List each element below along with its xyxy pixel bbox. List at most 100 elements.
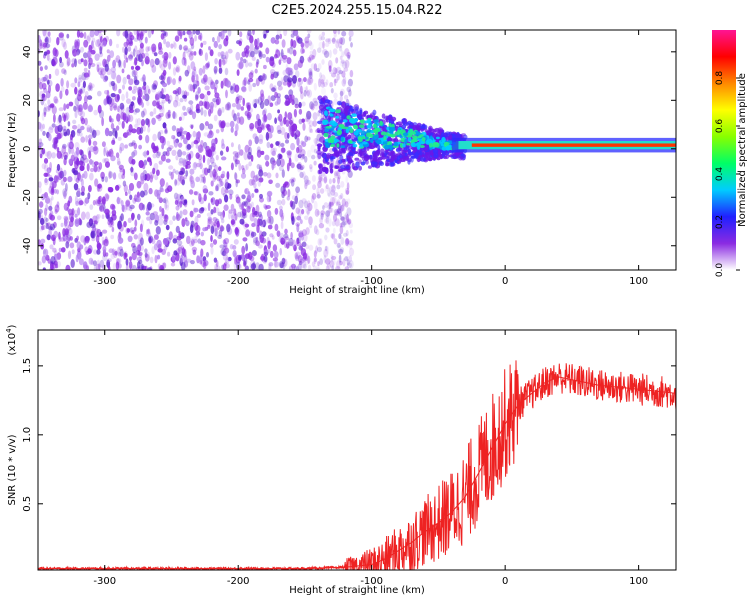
spectrogram-noise-cell <box>237 211 242 218</box>
spectrogram-noise-cell <box>133 70 138 76</box>
spectrogram-core-cell <box>358 124 365 129</box>
spectrogram-transition-cell <box>333 165 338 169</box>
spectrogram-noise-cell <box>282 258 288 267</box>
spectrogram-noise-cell <box>307 33 311 39</box>
spectrogram-noise-cell <box>87 146 91 156</box>
spectrogram-core-cell <box>335 109 341 114</box>
spectrogram-noise-cell <box>114 94 120 103</box>
spectrogram-noise-cell <box>121 204 128 213</box>
spectrogram-noise-cell <box>152 100 157 107</box>
spectrogram-noise-cell <box>220 226 225 232</box>
spectrogram-noise-cell <box>292 40 297 49</box>
spectrogram-noise-cell <box>158 42 162 50</box>
spectrogram-core-cell <box>323 132 329 138</box>
spectrogram-noise-cell <box>139 203 143 212</box>
spectrogram-noise-cell <box>325 38 331 43</box>
spectrogram-noise-cell <box>102 254 108 261</box>
spectrogram-noise-cell <box>207 123 214 130</box>
spectrogram-noise-cell <box>335 209 340 215</box>
spectrogram-noise-cell <box>93 260 97 267</box>
spectrogram-noise-cell <box>61 68 67 74</box>
spectrogram-noise-cell <box>80 46 84 53</box>
spectrogram-noise-cell <box>242 58 247 64</box>
spectrogram-noise-cell <box>41 224 46 231</box>
spectrogram-noise-cell <box>236 112 240 117</box>
spectrogram-noise-cell <box>146 100 150 107</box>
spectrogram-noise-cell <box>238 201 242 208</box>
spectrogram-noise-cell <box>138 92 141 97</box>
spectrogram-noise-cell <box>263 249 269 256</box>
spectrogram-transition-cell <box>345 136 349 141</box>
spectrogram-noise-cell <box>252 30 255 36</box>
spectrogram-noise-cell <box>272 257 279 262</box>
spectrogram-noise-cell <box>315 229 320 236</box>
spectrogram-noise-cell <box>243 202 248 207</box>
spectrogram-noise-cell <box>288 94 293 104</box>
spectrogram-noise-cell <box>62 125 67 131</box>
spectrogram-transition-cell <box>340 164 346 170</box>
spectrogram-noise-cell <box>342 258 346 267</box>
spectrogram-transition-cell <box>403 147 408 151</box>
spectrogram-noise-cell <box>43 51 48 56</box>
spectrogram-noise-cell <box>131 69 136 78</box>
colorbar-label: Normalized spectral amplitude <box>737 73 748 227</box>
spectrogram-noise-cell <box>68 208 73 216</box>
spectrogram-noise-cell <box>324 185 328 192</box>
spectrogram-noise-cell <box>274 101 279 106</box>
spectrogram-noise-cell <box>78 200 84 206</box>
spectrogram-transition-cell <box>344 110 348 116</box>
spectrogram-noise-cell <box>38 239 41 246</box>
spectrogram-transition-cell <box>448 134 453 140</box>
spectrogram-noise-cell <box>131 242 136 248</box>
spectrogram-noise-cell <box>294 153 299 162</box>
spectrogram-noise-cell <box>252 133 258 140</box>
spectrogram-transition-cell <box>359 109 363 115</box>
spectrogram-noise-cell <box>109 50 115 58</box>
spectrogram-noise-cell <box>282 55 288 60</box>
spectrogram-noise-cell <box>330 254 334 262</box>
spectrogram-x-label: Height of straight line (km) <box>289 285 425 296</box>
spectrogram-noise-cell <box>309 166 313 173</box>
spectrogram-noise-cell <box>290 33 295 38</box>
spectrogram-noise-cell <box>215 185 219 192</box>
spectrogram-noise-cell <box>265 56 270 63</box>
spectrogram-noise-cell <box>316 210 321 216</box>
spectrogram-noise-cell <box>136 30 140 40</box>
spectrogram-transition-cell <box>351 162 355 170</box>
spectrogram-noise-cell <box>158 160 163 165</box>
spectrogram-core-cell <box>336 129 342 136</box>
spectrogram-noise-cell <box>42 248 49 258</box>
spectrogram-transition-cell <box>316 149 322 155</box>
spectrogram-noise-cell <box>80 136 86 143</box>
spectrogram-noise-cell <box>291 239 297 249</box>
spectrogram-noise-cell <box>159 75 165 81</box>
spectrogram-noise-cell <box>47 31 51 37</box>
spectrogram-noise-cell <box>110 234 115 240</box>
spectrogram-noise-cell <box>320 36 326 41</box>
spectrogram-noise-cell <box>306 200 311 208</box>
spectrogram-noise-cell <box>162 238 169 246</box>
spectrogram-noise-cell <box>215 260 219 267</box>
spectrogram-noise-cell <box>174 35 180 42</box>
spectrogram-noise-cell <box>129 31 133 38</box>
spectrogram-noise-cell <box>251 179 256 186</box>
spectrogram-noise-cell <box>250 201 254 208</box>
spectrogram-noise-cell <box>51 196 54 201</box>
spectrogram-noise-cell <box>267 216 272 224</box>
spectrogram-noise-cell <box>309 164 313 170</box>
spectrogram-noise-cell <box>83 95 88 104</box>
spectrogram-noise-cell <box>168 171 172 176</box>
spectrogram-noise-cell <box>217 234 223 239</box>
spectrogram-noise-cell <box>83 52 88 59</box>
spectrogram-noise-cell <box>188 189 194 195</box>
spectrogram-noise-cell <box>328 178 332 185</box>
spectrogram-noise-cell <box>251 193 255 198</box>
spectrogram-noise-cell <box>192 249 197 256</box>
spectrogram-noise-cell <box>128 260 133 270</box>
spectrogram-noise-cell <box>220 187 226 196</box>
spectrogram-noise-cell <box>116 113 121 122</box>
spectrogram-noise-cell <box>265 30 270 33</box>
spectrogram-noise-cell <box>133 30 137 36</box>
spectrogram-noise-cell <box>298 83 302 92</box>
spectrogram-noise-cell <box>88 138 92 146</box>
